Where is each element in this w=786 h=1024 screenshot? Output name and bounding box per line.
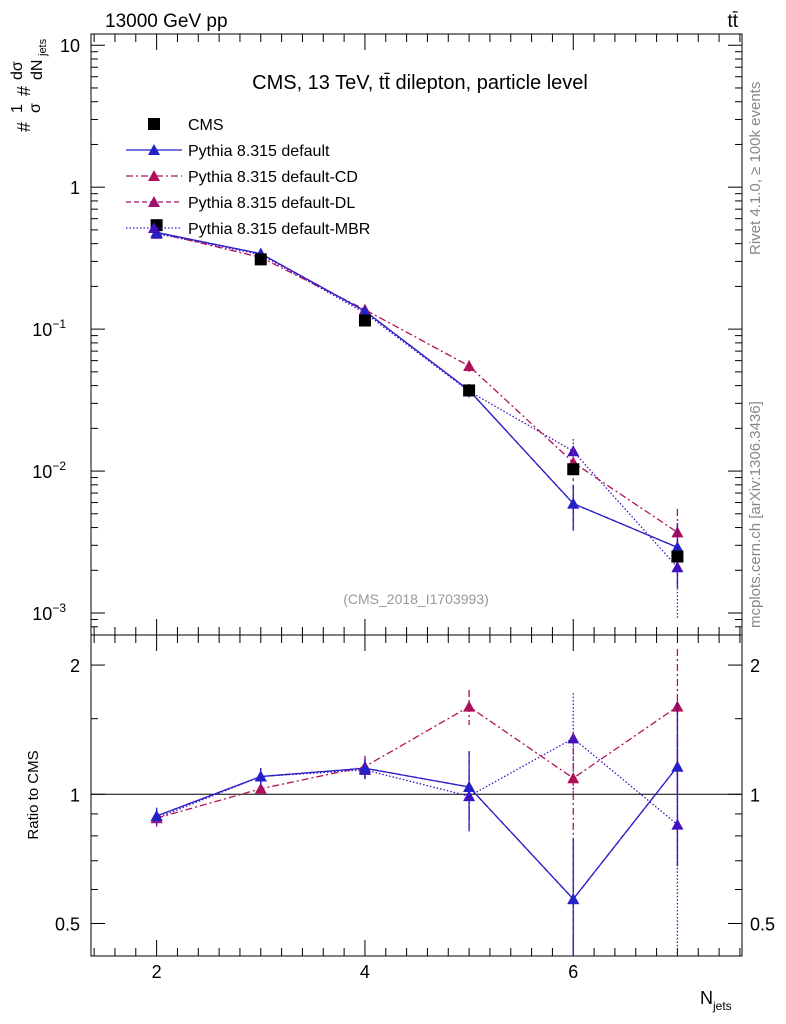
main-series: [150, 219, 684, 620]
ratio-line: [156, 737, 678, 826]
x-axis-label: Njets: [700, 988, 732, 1013]
ratio-point: [567, 893, 580, 905]
ratio-panel-frame: [90, 634, 743, 957]
cms-data-point: [567, 463, 580, 476]
main-ytick-label: 10−1: [32, 317, 66, 340]
x-tick-label: 4: [360, 962, 370, 982]
legend-label: Pythia 8.315 default-CD: [188, 169, 358, 186]
ratio-point: [567, 772, 580, 784]
series-point: [463, 359, 476, 371]
ratio-point: [254, 770, 267, 782]
cms-data-point: [671, 550, 684, 563]
ylabel-frac-bot: σ: [27, 103, 44, 113]
legend-item: Pythia 8.315 default-MBR: [126, 221, 370, 238]
ratio-series-pythia-8-315-default-cd: [150, 648, 684, 839]
main-ytick-label-base: 10: [32, 320, 52, 340]
legend-label: Pythia 8.315 default: [188, 143, 330, 160]
series-pythia-8-315-default-mbr: [150, 227, 684, 620]
main-ytick-label: 1: [70, 178, 80, 198]
ratio-ytick-label: 2: [70, 656, 80, 676]
legend-marker-triangle: [148, 170, 160, 181]
series-line: [156, 231, 678, 548]
series-point: [567, 497, 580, 509]
ratio-ytick-label-right: 2: [750, 656, 760, 676]
main-ytick-label-base: 10: [60, 36, 80, 56]
legend-label: CMS: [188, 117, 224, 134]
legend-item: Pythia 8.315 default-DL: [126, 195, 355, 212]
rivet-label: Rivet 4.1.0, ≥ 100k events: [747, 82, 764, 255]
legend-item: CMS: [148, 117, 224, 134]
legend-marker-triangle: [148, 222, 160, 233]
series-line: [156, 231, 678, 548]
x-axis-label-main: N: [700, 988, 713, 1008]
ratio-point: [463, 700, 476, 712]
ratio-ytick-label-right: 0.5: [750, 914, 775, 934]
ylabel-mid: #: [14, 86, 34, 96]
ratio-ylabel: Ratio to CMS: [25, 750, 42, 839]
legend-label: Pythia 8.315 default-MBR: [188, 221, 370, 238]
legend-marker-square: [148, 118, 160, 130]
ylabel-frac-top: 1: [9, 104, 26, 113]
ratio-axes: 2 4 6 0.5 0.5 1 1 2 2: [55, 635, 775, 982]
ratio-ytick-label-right: 1: [750, 785, 760, 805]
main-ytick-label: 10−2: [32, 459, 66, 482]
legend-item: Pythia 8.315 default: [126, 143, 330, 160]
legend: CMS Pythia 8.315 default Pythia 8.315 defa…: [126, 117, 370, 238]
legend-label: Pythia 8.315 default-DL: [188, 195, 355, 212]
ratio-ytick-label: 1: [70, 785, 80, 805]
series-point: [671, 541, 684, 553]
series-pythia-8-315-default-cd: [150, 226, 684, 571]
ratio-series: [150, 648, 684, 956]
ylabel-lhs: #: [14, 122, 34, 132]
series-cms: [150, 219, 684, 563]
main-ytick-label-base: 1: [70, 178, 80, 198]
x-tick-label: 6: [568, 962, 578, 982]
ylabel-deriv-sub: jets: [37, 38, 49, 57]
cms-data-point: [254, 253, 267, 266]
x-tick-label: 2: [152, 962, 162, 982]
legend-marker-triangle: [148, 144, 160, 155]
legend-item: Pythia 8.315 default-CD: [126, 169, 358, 186]
series-pythia-8-315-default-dl: [150, 226, 684, 589]
main-ytick-label: 10: [60, 36, 80, 56]
series-point: [358, 305, 371, 317]
chart-title: CMS, 13 TeV, tt̄ dilepton, particle leve…: [252, 72, 588, 94]
ratio-point: [358, 762, 371, 774]
series-pythia-8-315-default: [150, 226, 684, 589]
process-label: tt̄: [727, 11, 738, 32]
ratio-line: [156, 766, 678, 901]
main-ytick-label-exp: −3: [52, 601, 66, 615]
mcplots-label: mcplots.cern.ch [arXiv:1306.3436]: [747, 401, 764, 628]
main-ytick-label-exp: −1: [52, 317, 66, 331]
cms-data-point: [463, 384, 476, 397]
x-axis-label-sub: jets: [712, 999, 732, 1013]
main-ytick-label-base: 10: [32, 462, 52, 482]
cms-data-point: [358, 314, 371, 327]
ratio-line: [156, 705, 678, 819]
ratio-series-pythia-8-315-default-mbr: [150, 693, 684, 956]
main-ylabel: # 1 σ # dσ dN jets: [9, 38, 49, 132]
legend-marker-triangle: [148, 196, 160, 207]
ylabel-deriv-bot: dN: [29, 60, 46, 80]
series-line: [156, 233, 678, 568]
series-line: [156, 231, 678, 533]
main-ytick-label: 10−3: [32, 601, 66, 624]
energy-label: 13000 GeV pp: [105, 11, 228, 32]
ylabel-deriv-top: dσ: [9, 61, 26, 80]
ratio-point: [463, 780, 476, 792]
ratio-point: [671, 760, 684, 772]
main-ytick-label-exp: −2: [52, 459, 66, 473]
main-ytick-label-base: 10: [32, 604, 52, 624]
ratio-point: [150, 810, 163, 822]
ratio-series-pythia-8-315-default-dl: [150, 702, 684, 956]
ratio-series-pythia-8-315-default: [150, 702, 684, 956]
ratio-point: [254, 782, 267, 794]
ratio-ytick-label: 0.5: [55, 914, 80, 934]
analysis-tag: (CMS_2018_I1703993): [343, 591, 489, 607]
